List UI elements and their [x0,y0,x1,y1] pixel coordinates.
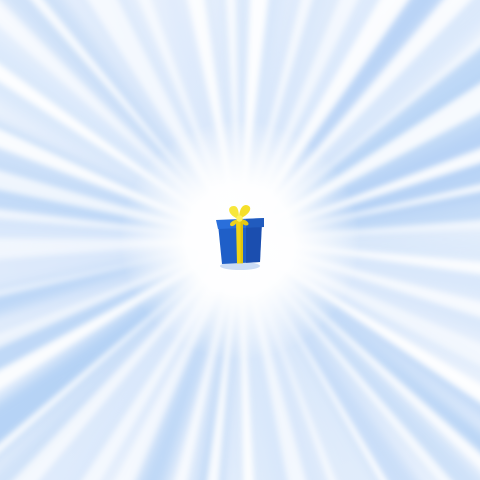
gift-box-icon [216,205,264,270]
gift-box[interactable] [210,202,270,274]
